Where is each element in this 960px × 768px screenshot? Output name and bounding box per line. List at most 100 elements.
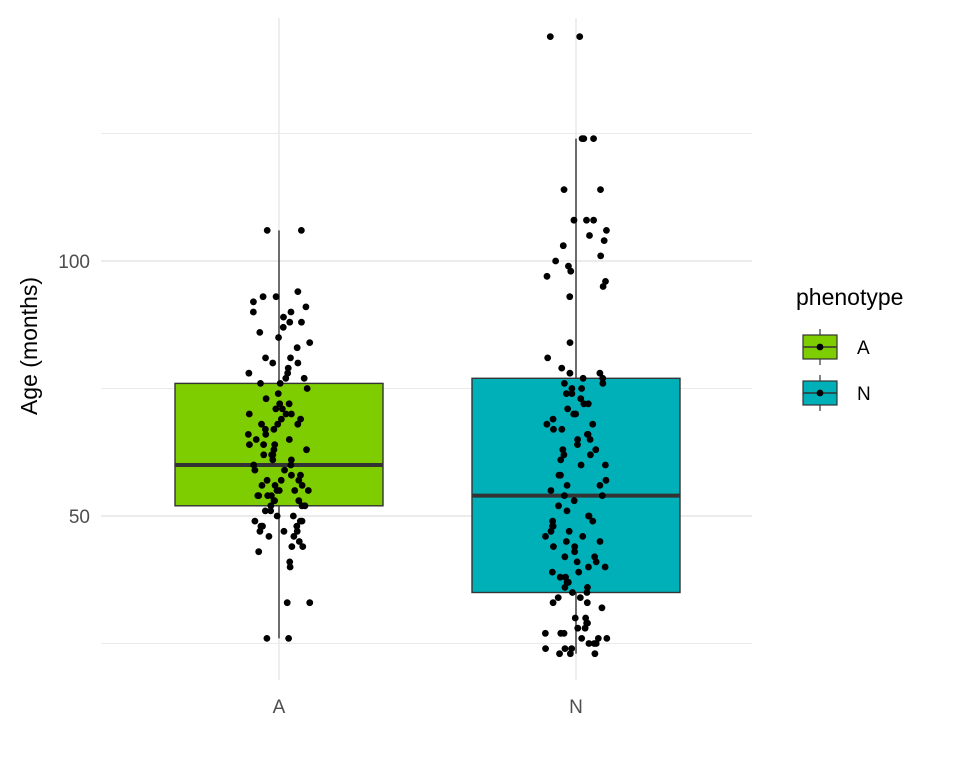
data-point — [581, 624, 589, 632]
data-point — [592, 558, 600, 566]
data-point — [599, 283, 607, 290]
data-point — [303, 385, 311, 392]
data-point — [274, 390, 282, 397]
data-point — [566, 650, 574, 658]
data-point — [285, 400, 293, 408]
data-point — [280, 313, 287, 321]
data-point — [295, 497, 303, 505]
data-point — [599, 380, 607, 387]
data-point — [294, 288, 302, 295]
data-point — [295, 538, 303, 545]
data-point — [255, 548, 263, 556]
data-point — [590, 640, 598, 647]
data-point — [254, 492, 262, 499]
data-point — [559, 242, 567, 250]
legend-title: phenotype — [796, 284, 903, 310]
data-point — [270, 425, 278, 433]
data-point — [571, 548, 579, 556]
data-point — [288, 471, 295, 479]
data-point — [263, 227, 271, 234]
data-point — [286, 318, 294, 326]
data-point — [287, 410, 295, 418]
data-point — [256, 329, 264, 336]
data-point — [298, 502, 306, 510]
data-point — [302, 303, 310, 311]
data-point — [560, 380, 568, 387]
data-point — [304, 487, 312, 494]
data-point — [589, 420, 597, 428]
data-point — [590, 135, 597, 143]
x-tick-label: N — [569, 697, 583, 718]
data-point — [565, 527, 573, 535]
data-point — [294, 359, 302, 367]
y-axis-title: Age (months) — [16, 277, 42, 415]
data-point — [258, 420, 265, 428]
data-point — [598, 492, 606, 499]
data-point — [550, 425, 557, 433]
data-point — [294, 420, 302, 428]
y-tick-labels: 50 100 — [58, 252, 90, 528]
data-point — [258, 482, 266, 489]
data-point — [549, 415, 557, 423]
data-point — [244, 431, 252, 438]
data-point — [286, 563, 294, 571]
data-point — [257, 522, 265, 530]
data-point — [574, 436, 581, 443]
data-point — [290, 533, 298, 540]
data-point — [271, 497, 278, 505]
legend-key-point — [816, 343, 824, 351]
data-point — [579, 533, 587, 540]
data-point — [577, 395, 585, 403]
data-point — [570, 216, 578, 224]
data-point — [555, 502, 562, 510]
data-point — [306, 599, 314, 607]
data-point — [289, 512, 297, 520]
data-point — [251, 517, 259, 525]
data-point — [274, 420, 282, 428]
data-point — [564, 578, 572, 586]
data-point — [566, 339, 574, 346]
data-point — [594, 635, 602, 642]
data-point — [297, 227, 305, 234]
data-point — [600, 237, 608, 245]
data-point — [284, 364, 292, 372]
data-point — [597, 252, 605, 260]
data-point — [564, 405, 572, 413]
data-point — [571, 543, 579, 550]
data-point — [541, 629, 549, 637]
data-point — [558, 364, 566, 372]
data-point — [267, 502, 275, 510]
data-point — [297, 415, 304, 423]
data-point — [250, 298, 257, 306]
data-point — [245, 369, 253, 377]
data-point — [261, 507, 269, 515]
data-point — [574, 441, 581, 448]
data-point — [583, 431, 591, 438]
data-point — [580, 400, 588, 408]
data-point — [561, 645, 569, 652]
data-point — [287, 354, 294, 362]
data-point — [273, 487, 281, 494]
data-point — [596, 369, 604, 377]
data-point — [542, 533, 549, 540]
data-point — [542, 645, 549, 652]
data-point — [284, 369, 292, 377]
data-point — [560, 451, 568, 459]
y-tick-label: 50 — [69, 507, 90, 528]
data-point — [560, 186, 568, 194]
data-point — [251, 466, 259, 474]
data-point — [297, 471, 304, 479]
data-point — [586, 451, 594, 459]
data-point — [549, 522, 556, 530]
data-point — [596, 482, 604, 489]
data-point — [582, 614, 590, 622]
data-point — [261, 425, 269, 433]
data-point — [557, 629, 565, 637]
data-point — [601, 461, 609, 469]
data-point — [561, 492, 568, 499]
data-point — [262, 431, 270, 438]
data-point — [575, 568, 583, 576]
data-point — [568, 390, 576, 397]
data-point — [549, 517, 557, 525]
data-point — [549, 599, 557, 607]
